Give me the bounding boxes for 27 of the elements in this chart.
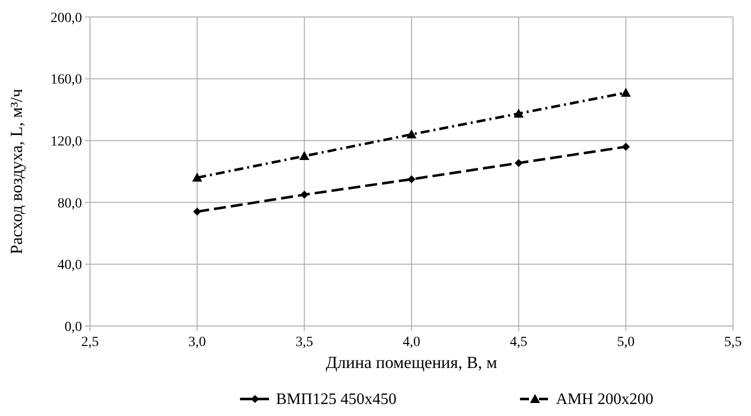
- point: [408, 175, 416, 184]
- point: [514, 159, 523, 168]
- legend-label: АМН 200x200: [556, 391, 654, 408]
- legend-label: ВМП125 450x450: [276, 391, 396, 408]
- x-tick-label: 3,5: [296, 335, 314, 350]
- y-tick-label: 200,0: [50, 10, 82, 26]
- y-tick-label: 0,0: [64, 320, 82, 335]
- point: [406, 129, 416, 138]
- y-axis-title: Расход воздуха, L, м³/ч: [7, 88, 26, 254]
- point: [620, 88, 631, 97]
- y-tick-label: 160,0: [50, 72, 82, 88]
- point: [514, 108, 524, 118]
- point: [193, 208, 202, 216]
- y-tick-label: 40,0: [58, 258, 82, 274]
- point: [299, 151, 310, 160]
- y-tick-label: 80,0: [58, 196, 82, 212]
- point: [300, 190, 308, 199]
- y-tick-label: 120,0: [50, 134, 82, 150]
- x-axis-title: Длина помещения, B, м: [326, 353, 498, 372]
- point: [622, 142, 630, 151]
- point: [192, 172, 202, 182]
- x-tick-label: 5,0: [617, 335, 635, 350]
- x-tick-label: 4,5: [510, 335, 528, 350]
- x-tick-label: 4,0: [402, 335, 420, 350]
- x-tick-label: 5,5: [724, 335, 742, 350]
- x-tick-label: 3,0: [188, 335, 206, 350]
- x-tick-label: 2,5: [81, 335, 99, 350]
